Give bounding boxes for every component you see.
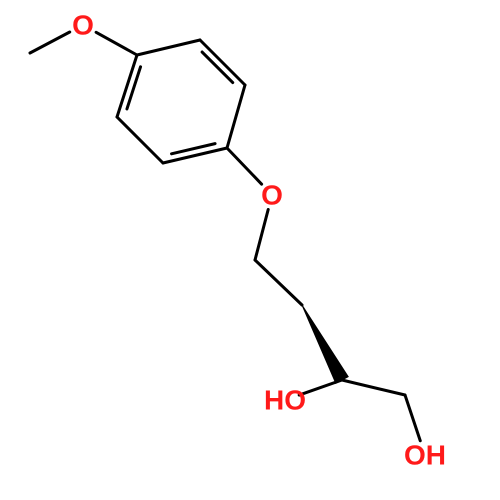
oxygen-ether-label: O [261, 180, 283, 211]
bonds-layer [30, 32, 420, 441]
molecule-diagram: O O HO OH [0, 0, 500, 500]
hydroxyl-2-label: OH [404, 440, 446, 471]
hydroxyl-1-label: HO [264, 385, 306, 416]
oxygen-methoxy-label: O [72, 10, 94, 41]
